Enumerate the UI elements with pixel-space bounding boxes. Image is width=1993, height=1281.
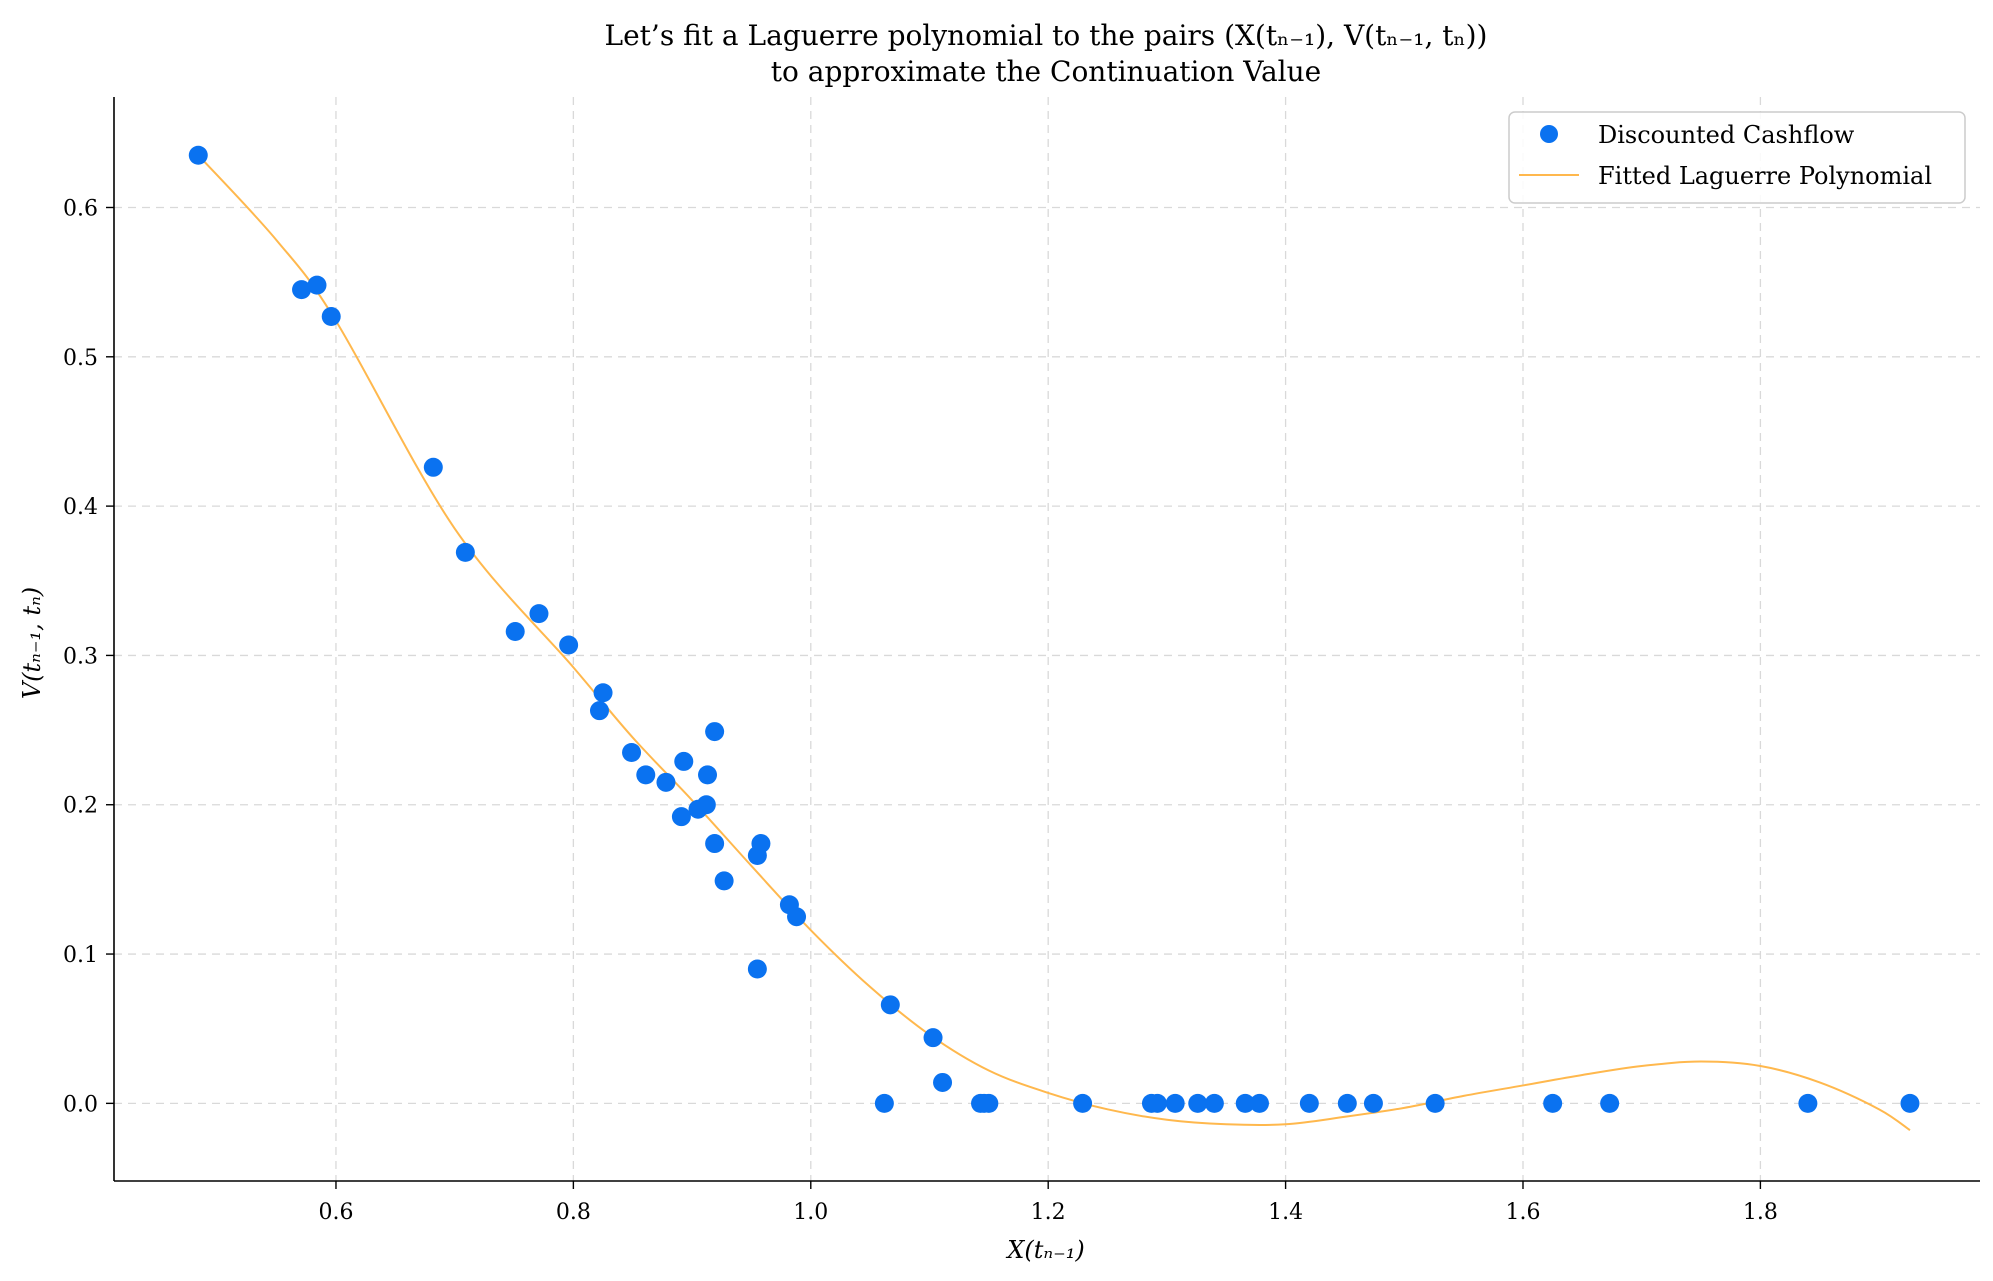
discounted-cashflow-point	[1337, 1093, 1357, 1113]
chart-title-line-1: Let’s fit a Laguerre polynomial to the p…	[605, 19, 1488, 52]
discounted-cashflow-point	[1425, 1093, 1445, 1113]
discounted-cashflow-point	[787, 907, 807, 927]
discounted-cashflow-point	[751, 834, 771, 854]
discounted-cashflow-point	[1073, 1093, 1093, 1113]
discounted-cashflow-point	[1249, 1093, 1269, 1113]
discounted-cashflow-point	[1204, 1093, 1224, 1113]
discounted-cashflow-point	[423, 457, 443, 477]
discounted-cashflow-point	[636, 765, 656, 785]
discounted-cashflow-point	[874, 1093, 894, 1113]
discounted-cashflow-point	[307, 275, 327, 295]
y-tick-label: 0.0	[63, 1092, 98, 1117]
discounted-cashflow-point	[188, 145, 208, 165]
x-tick-label: 1.8	[1743, 1200, 1778, 1225]
discounted-cashflow-point	[933, 1072, 953, 1092]
discounted-cashflow-point	[505, 622, 525, 642]
legend-label-fitted-laguerre-polynomial: Fitted Laguerre Polynomial	[1598, 162, 1932, 190]
discounted-cashflow-point	[1188, 1093, 1208, 1113]
discounted-cashflow-point	[674, 751, 694, 771]
discounted-cashflow-point	[1235, 1093, 1255, 1113]
discounted-cashflow-point	[671, 807, 691, 827]
discounted-cashflow-point	[747, 959, 767, 979]
y-axis-ticks: 0.0 0.1 0.2 0.3 0.4 0.5 0.6	[63, 196, 114, 1117]
legend-label-discounted-cashflow: Discounted Cashflow	[1598, 121, 1855, 149]
chart-title-line-2: to approximate the Continuation Value	[771, 55, 1321, 88]
discounted-cashflow-point	[979, 1093, 999, 1113]
discounted-cashflow-point	[1600, 1093, 1620, 1113]
y-tick-label: 0.4	[63, 495, 98, 520]
discounted-cashflow-point	[1165, 1093, 1185, 1113]
y-tick-label: 0.2	[63, 794, 98, 819]
axes	[113, 97, 1980, 1182]
discounted-cashflow-point	[705, 722, 725, 742]
y-tick-label: 0.6	[63, 196, 98, 221]
discounted-cashflow-point	[1900, 1093, 1920, 1113]
discounted-cashflow-point	[589, 701, 609, 721]
discounted-cashflow-point	[455, 542, 475, 562]
discounted-cashflow-point	[923, 1028, 943, 1048]
discounted-cashflow-point	[880, 995, 900, 1015]
x-tick-label: 1.6	[1505, 1200, 1540, 1225]
discounted-cashflow-point	[1299, 1093, 1319, 1113]
x-axis-label: X(tₙ₋₁)	[1005, 1236, 1084, 1264]
grid	[114, 97, 1980, 1181]
y-tick-label: 0.1	[63, 943, 98, 968]
x-tick-label: 0.6	[318, 1200, 353, 1225]
discounted-cashflow-point	[1147, 1093, 1167, 1113]
discounted-cashflow-point	[1798, 1093, 1818, 1113]
discounted-cashflow-point	[321, 306, 341, 326]
discounted-cashflow-point	[714, 871, 734, 891]
discounted-cashflow-point	[698, 765, 718, 785]
fitted-curve-layer	[197, 154, 1911, 1132]
legend-marker-discounted-cashflow	[1540, 125, 1558, 143]
discounted-cashflow-point	[559, 635, 579, 655]
discounted-cashflow-point	[705, 834, 725, 854]
x-tick-label: 1.0	[793, 1200, 828, 1225]
discounted-cashflow-point	[292, 280, 312, 300]
x-tick-label: 0.8	[556, 1200, 591, 1225]
discounted-cashflow-point	[1543, 1093, 1563, 1113]
scatter-points-layer	[188, 145, 1920, 1113]
legend-frame	[1508, 111, 1966, 204]
discounted-cashflow-point	[593, 683, 613, 703]
legend: Discounted Cashflow Fitted Laguerre Poly…	[1508, 111, 1966, 204]
y-tick-label: 0.3	[63, 644, 98, 669]
x-axis-ticks: 0.6 0.8 1.0 1.2 1.4 1.6 1.8	[318, 1181, 1778, 1225]
y-tick-label: 0.5	[63, 346, 98, 371]
discounted-cashflow-point	[656, 772, 676, 792]
discounted-cashflow-point	[529, 604, 549, 624]
fitted-laguerre-polynomial-line	[197, 154, 1911, 1132]
y-axis-label: V(tₙ₋₁, tₙ)	[18, 587, 46, 699]
discounted-cashflow-point	[1363, 1093, 1383, 1113]
discounted-cashflow-point	[696, 795, 716, 815]
x-tick-label: 1.4	[1268, 1200, 1303, 1225]
x-tick-label: 1.2	[1031, 1200, 1066, 1225]
discounted-cashflow-point	[622, 742, 642, 762]
